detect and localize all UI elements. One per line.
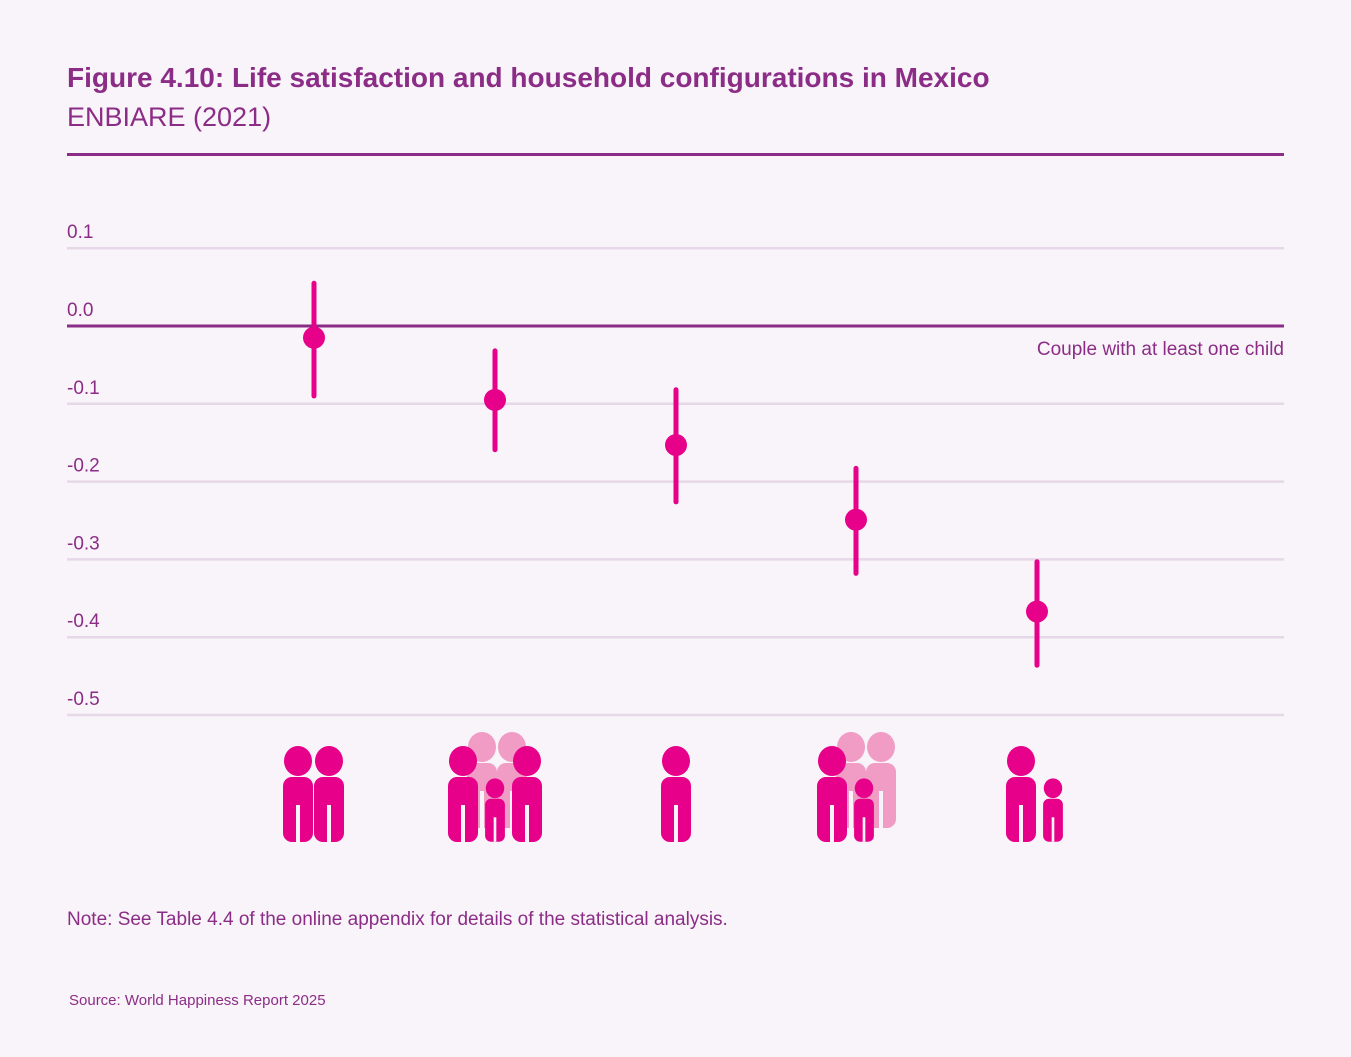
person-leg-gap bbox=[1019, 805, 1023, 842]
person-leg-gap bbox=[862, 817, 866, 842]
person-head bbox=[513, 746, 541, 776]
reference-line-label: Couple with at least one child bbox=[1037, 339, 1284, 360]
single-parent-with-child-and-others-icon bbox=[817, 732, 896, 842]
y-tick-label: -0.5 bbox=[67, 689, 100, 710]
data-point bbox=[1026, 600, 1048, 623]
person-leg-gap bbox=[493, 817, 497, 842]
person-head bbox=[1043, 778, 1063, 799]
person-leg-gap bbox=[480, 791, 484, 828]
person-head bbox=[662, 746, 690, 776]
y-tick-label: -0.2 bbox=[67, 456, 100, 477]
person-head bbox=[818, 746, 846, 776]
chart-subtitle: ENBIARE (2021) bbox=[67, 102, 272, 132]
y-tick-label: -0.4 bbox=[67, 611, 100, 632]
data-point bbox=[845, 508, 867, 531]
person-leg-gap bbox=[674, 805, 678, 842]
person-head bbox=[284, 746, 312, 776]
person-head bbox=[485, 778, 505, 799]
couple-with-child-and-others-icon bbox=[448, 732, 542, 842]
person-leg-gap bbox=[879, 791, 883, 828]
chart-note: Note: See Table 4.4 of the online append… bbox=[67, 909, 728, 930]
person-head bbox=[854, 778, 874, 799]
data-point bbox=[665, 434, 687, 457]
person-leg-gap bbox=[849, 791, 853, 828]
person-head bbox=[315, 746, 343, 776]
person-leg-gap bbox=[1051, 817, 1055, 842]
y-tick-label: -0.3 bbox=[67, 533, 100, 554]
person-leg-gap bbox=[830, 805, 834, 842]
chart-source: Source: World Happiness Report 2025 bbox=[69, 992, 326, 1009]
single-parent-with-child-icon bbox=[1006, 746, 1063, 842]
y-tick-label: 0.1 bbox=[67, 222, 93, 243]
person-leg-gap bbox=[525, 805, 529, 842]
single-person-icon bbox=[661, 746, 691, 842]
person-leg-gap bbox=[327, 805, 331, 842]
title-divider bbox=[67, 153, 1284, 156]
data-point bbox=[303, 326, 325, 349]
chart-title: Figure 4.10: Life satisfaction and house… bbox=[67, 62, 990, 93]
person-head bbox=[867, 732, 895, 762]
person-head bbox=[449, 746, 477, 776]
person-leg-gap bbox=[461, 805, 465, 842]
y-tick-label: -0.1 bbox=[67, 378, 100, 399]
person-head bbox=[1007, 746, 1035, 776]
couple-icon bbox=[283, 746, 344, 842]
data-point bbox=[484, 388, 506, 411]
y-tick-label: 0.0 bbox=[67, 300, 93, 321]
person-leg-gap bbox=[296, 805, 300, 842]
